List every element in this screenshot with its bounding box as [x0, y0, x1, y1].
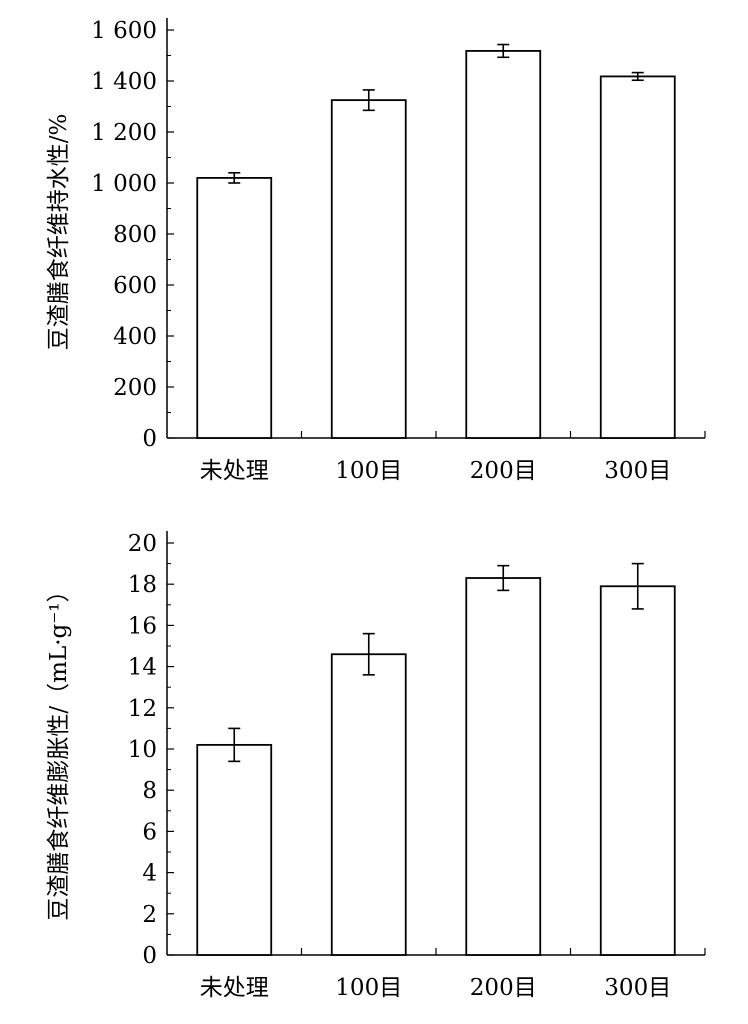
bar [330, 99, 407, 439]
y-tick-label: 1 400 [91, 69, 157, 95]
x-category-label: 未处理 [200, 975, 269, 1001]
y-tick-label: 4 [142, 861, 157, 887]
bar [599, 75, 676, 439]
y-tick-label: 200 [113, 375, 157, 401]
bar [465, 577, 542, 956]
x-category-label: 未处理 [200, 458, 269, 484]
bar [465, 50, 542, 439]
y-tick-label: 1 000 [91, 171, 157, 197]
bar [196, 743, 273, 956]
y-tick-label: 1 600 [91, 18, 157, 44]
water-holding-chart: 豆渣膳食纤维持水性/% 0 200 400 600 800 1 000 1 200 1 400… [46, 18, 706, 484]
y-tick-label: 18 [128, 572, 157, 598]
y-tick-label: 1 200 [91, 120, 157, 146]
y-tick-label: 14 [128, 655, 157, 681]
y-tick-label: 2 [142, 902, 157, 928]
bar [599, 585, 676, 956]
y-tick-label: 0 [142, 426, 157, 452]
y-tick-label: 400 [113, 324, 157, 350]
y-tick-label: 0 [142, 943, 157, 969]
y-tick-label: 10 [128, 737, 157, 763]
x-category-label: 200目 [470, 458, 537, 484]
y-axis-title: 豆渣膳食纤维膨胀性/（mL·g⁻¹） [46, 579, 72, 920]
y-tick-label: 12 [128, 696, 157, 722]
y-axis-title: 豆渣膳食纤维持水性/% [46, 114, 72, 351]
x-category-label: 200目 [470, 975, 537, 1001]
x-category-label: 100目 [335, 975, 402, 1001]
bar [330, 653, 407, 956]
y-tick-label: 20 [128, 531, 157, 557]
x-category-label: 300目 [604, 458, 671, 484]
y-tick-label: 8 [142, 778, 157, 804]
bar [196, 176, 273, 439]
y-tick-label: 6 [142, 819, 157, 845]
x-category-label: 100目 [335, 458, 402, 484]
y-tick-label: 800 [113, 222, 157, 248]
y-tick-label: 600 [113, 273, 157, 299]
y-tick-label: 16 [128, 613, 157, 639]
x-category-label: 300目 [604, 975, 671, 1001]
swelling-chart: 豆渣膳食纤维膨胀性/（mL·g⁻¹） 0 2 4 6 8 10 12 14 16 18 20 未处理 1… [46, 531, 706, 1001]
